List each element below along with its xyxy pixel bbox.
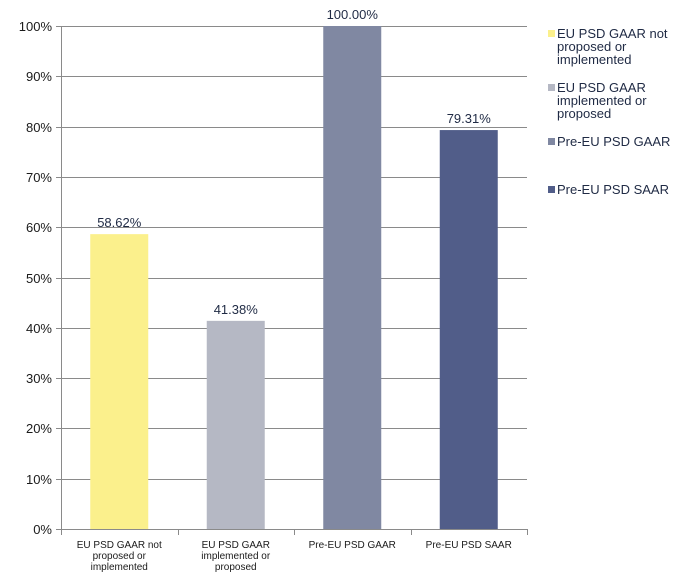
y-tick-label: 20% <box>26 421 52 436</box>
y-tick-label: 40% <box>26 321 52 336</box>
x-tick-label: Pre-EU PSD GAAR <box>309 540 396 551</box>
legend-item-eu-psd-gaar-implemented: EU PSD GAAR implemented or proposed <box>548 81 694 120</box>
x-tick-label: EU PSD GAAR implemented or proposed <box>201 540 271 573</box>
y-tick-label: 10% <box>26 472 52 487</box>
y-tick-label: 80% <box>26 120 52 135</box>
legend-swatch <box>548 138 555 145</box>
y-tick-label: 60% <box>26 220 52 235</box>
x-tick-label: Pre-EU PSD SAAR <box>426 540 512 551</box>
bar <box>90 234 148 529</box>
legend-swatch <box>548 30 555 37</box>
data-label: 100.00% <box>327 7 379 22</box>
y-tick-labels: 0% 10% 20% 30% 40% 50% 60% 70% 80% 90% 100% <box>19 19 53 537</box>
legend-swatch <box>548 186 555 193</box>
data-label: 41.38% <box>214 302 259 317</box>
legend-item-eu-psd-gaar-not-proposed: EU PSD GAAR not proposed or implemented <box>548 27 694 66</box>
y-tick-label: 0% <box>33 522 52 537</box>
legend-label: EU PSD GAAR implemented or proposed <box>548 81 694 120</box>
bar <box>323 26 381 529</box>
x-tick-labels: EU PSD GAAR not proposed or implemented EU … <box>77 540 512 573</box>
bars <box>90 26 498 529</box>
data-labels: 58.62% 41.38% 100.00% 79.31% <box>97 7 491 317</box>
legend-label: EU PSD GAAR not proposed or implemented <box>548 27 694 66</box>
y-tick-label: 50% <box>26 271 52 286</box>
data-label: 79.31% <box>447 111 492 126</box>
y-tick-label: 30% <box>26 371 52 386</box>
legend-item-pre-eu-psd-saar: Pre-EU PSD SAAR <box>548 183 694 196</box>
legend-item-pre-eu-psd-gaar: Pre-EU PSD GAAR <box>548 135 694 148</box>
y-tick-label: 100% <box>19 19 53 34</box>
bar <box>440 130 498 529</box>
y-tick-label: 70% <box>26 170 52 185</box>
bar <box>207 321 265 529</box>
data-label: 58.62% <box>97 215 142 230</box>
legend-label: Pre-EU PSD GAAR <box>548 135 694 148</box>
legend-swatch <box>548 84 555 91</box>
y-tick-label: 90% <box>26 69 52 84</box>
legend-label: Pre-EU PSD SAAR <box>548 183 694 196</box>
x-tick-label: EU PSD GAAR not proposed or implemented <box>77 540 162 573</box>
